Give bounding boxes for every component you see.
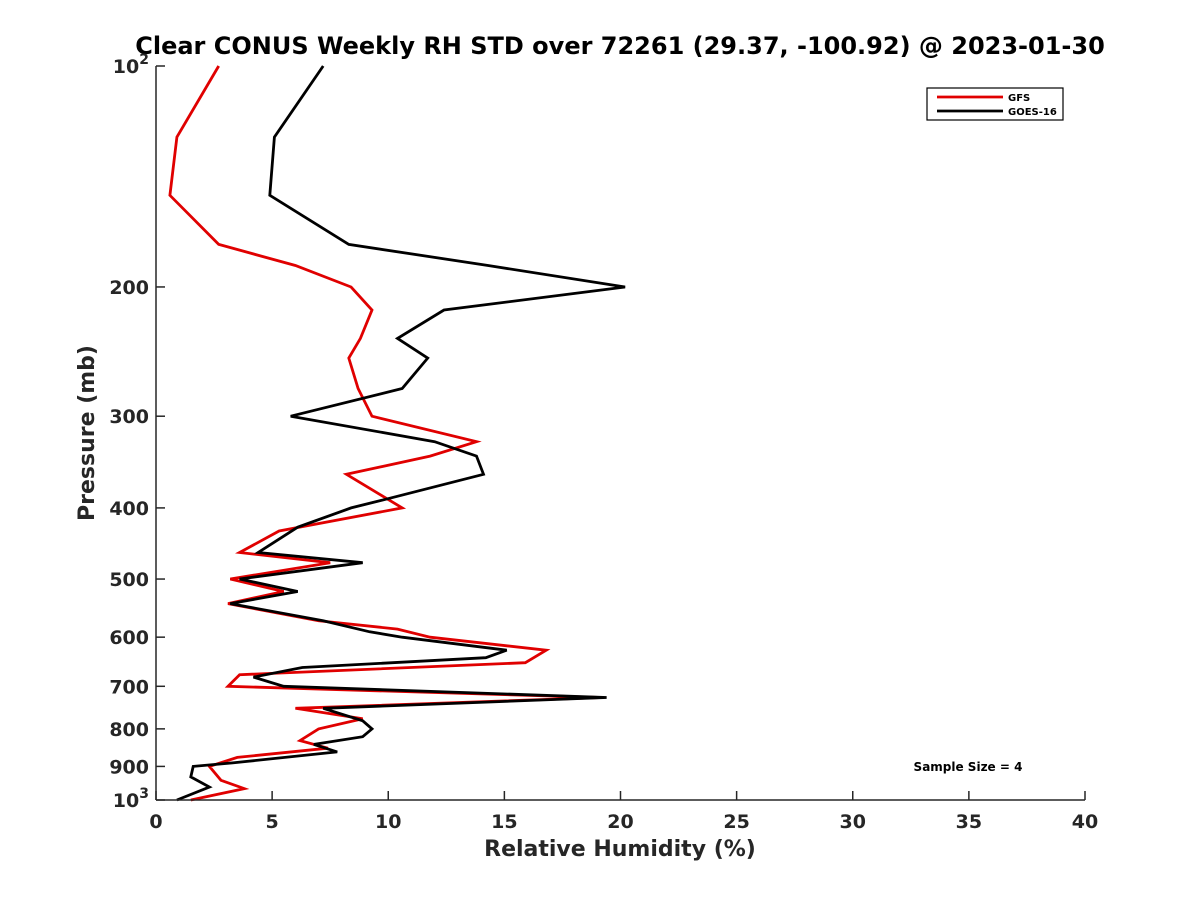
- y-tick-label: 300: [109, 406, 149, 428]
- y-tick-label: 600: [109, 627, 149, 649]
- x-tick-label: 15: [491, 811, 517, 833]
- x-tick-label: 20: [607, 811, 633, 833]
- sample-size-annotation: Sample Size = 4: [914, 760, 1023, 774]
- y-axis-label: Pressure (mb): [75, 345, 100, 521]
- x-tick-label: 25: [723, 811, 749, 833]
- plot-area: [168, 65, 626, 802]
- axes: [155, 66, 1085, 801]
- y-ticks: 102 200 300 400 500 600 700 800 900 103: [109, 52, 165, 812]
- series-line-goes-16: [176, 65, 626, 802]
- x-tick-label: 0: [149, 811, 162, 833]
- x-tick-label: 30: [840, 811, 866, 833]
- x-tick-label: 10: [375, 811, 401, 833]
- chart-title: Clear CONUS Weekly RH STD over 72261 (29…: [135, 32, 1105, 60]
- y-tick-label: 500: [109, 569, 149, 591]
- y-tick-label: 400: [109, 498, 149, 520]
- y-tick-label: 200: [109, 277, 149, 299]
- legend: GFS GOES-16: [926, 87, 1064, 121]
- y-tick-label: 103: [113, 786, 149, 812]
- x-tick-label: 35: [956, 811, 982, 833]
- x-axis-label: Relative Humidity (%): [484, 837, 756, 862]
- legend-label: GOES-16: [1008, 107, 1057, 118]
- y-tick-label: 900: [109, 756, 149, 778]
- legend-label: GFS: [1008, 93, 1030, 104]
- x-tick-label: 5: [266, 811, 279, 833]
- x-tick-label: 40: [1072, 811, 1098, 833]
- y-tick-label: 800: [109, 719, 149, 741]
- legend-box: [926, 87, 1064, 121]
- y-tick-label: 102: [113, 52, 149, 78]
- x-ticks: 0 5 10 15 20 25 30 35 40: [149, 791, 1098, 833]
- series-line-gfs: [168, 65, 602, 802]
- y-tick-label: 700: [109, 676, 149, 698]
